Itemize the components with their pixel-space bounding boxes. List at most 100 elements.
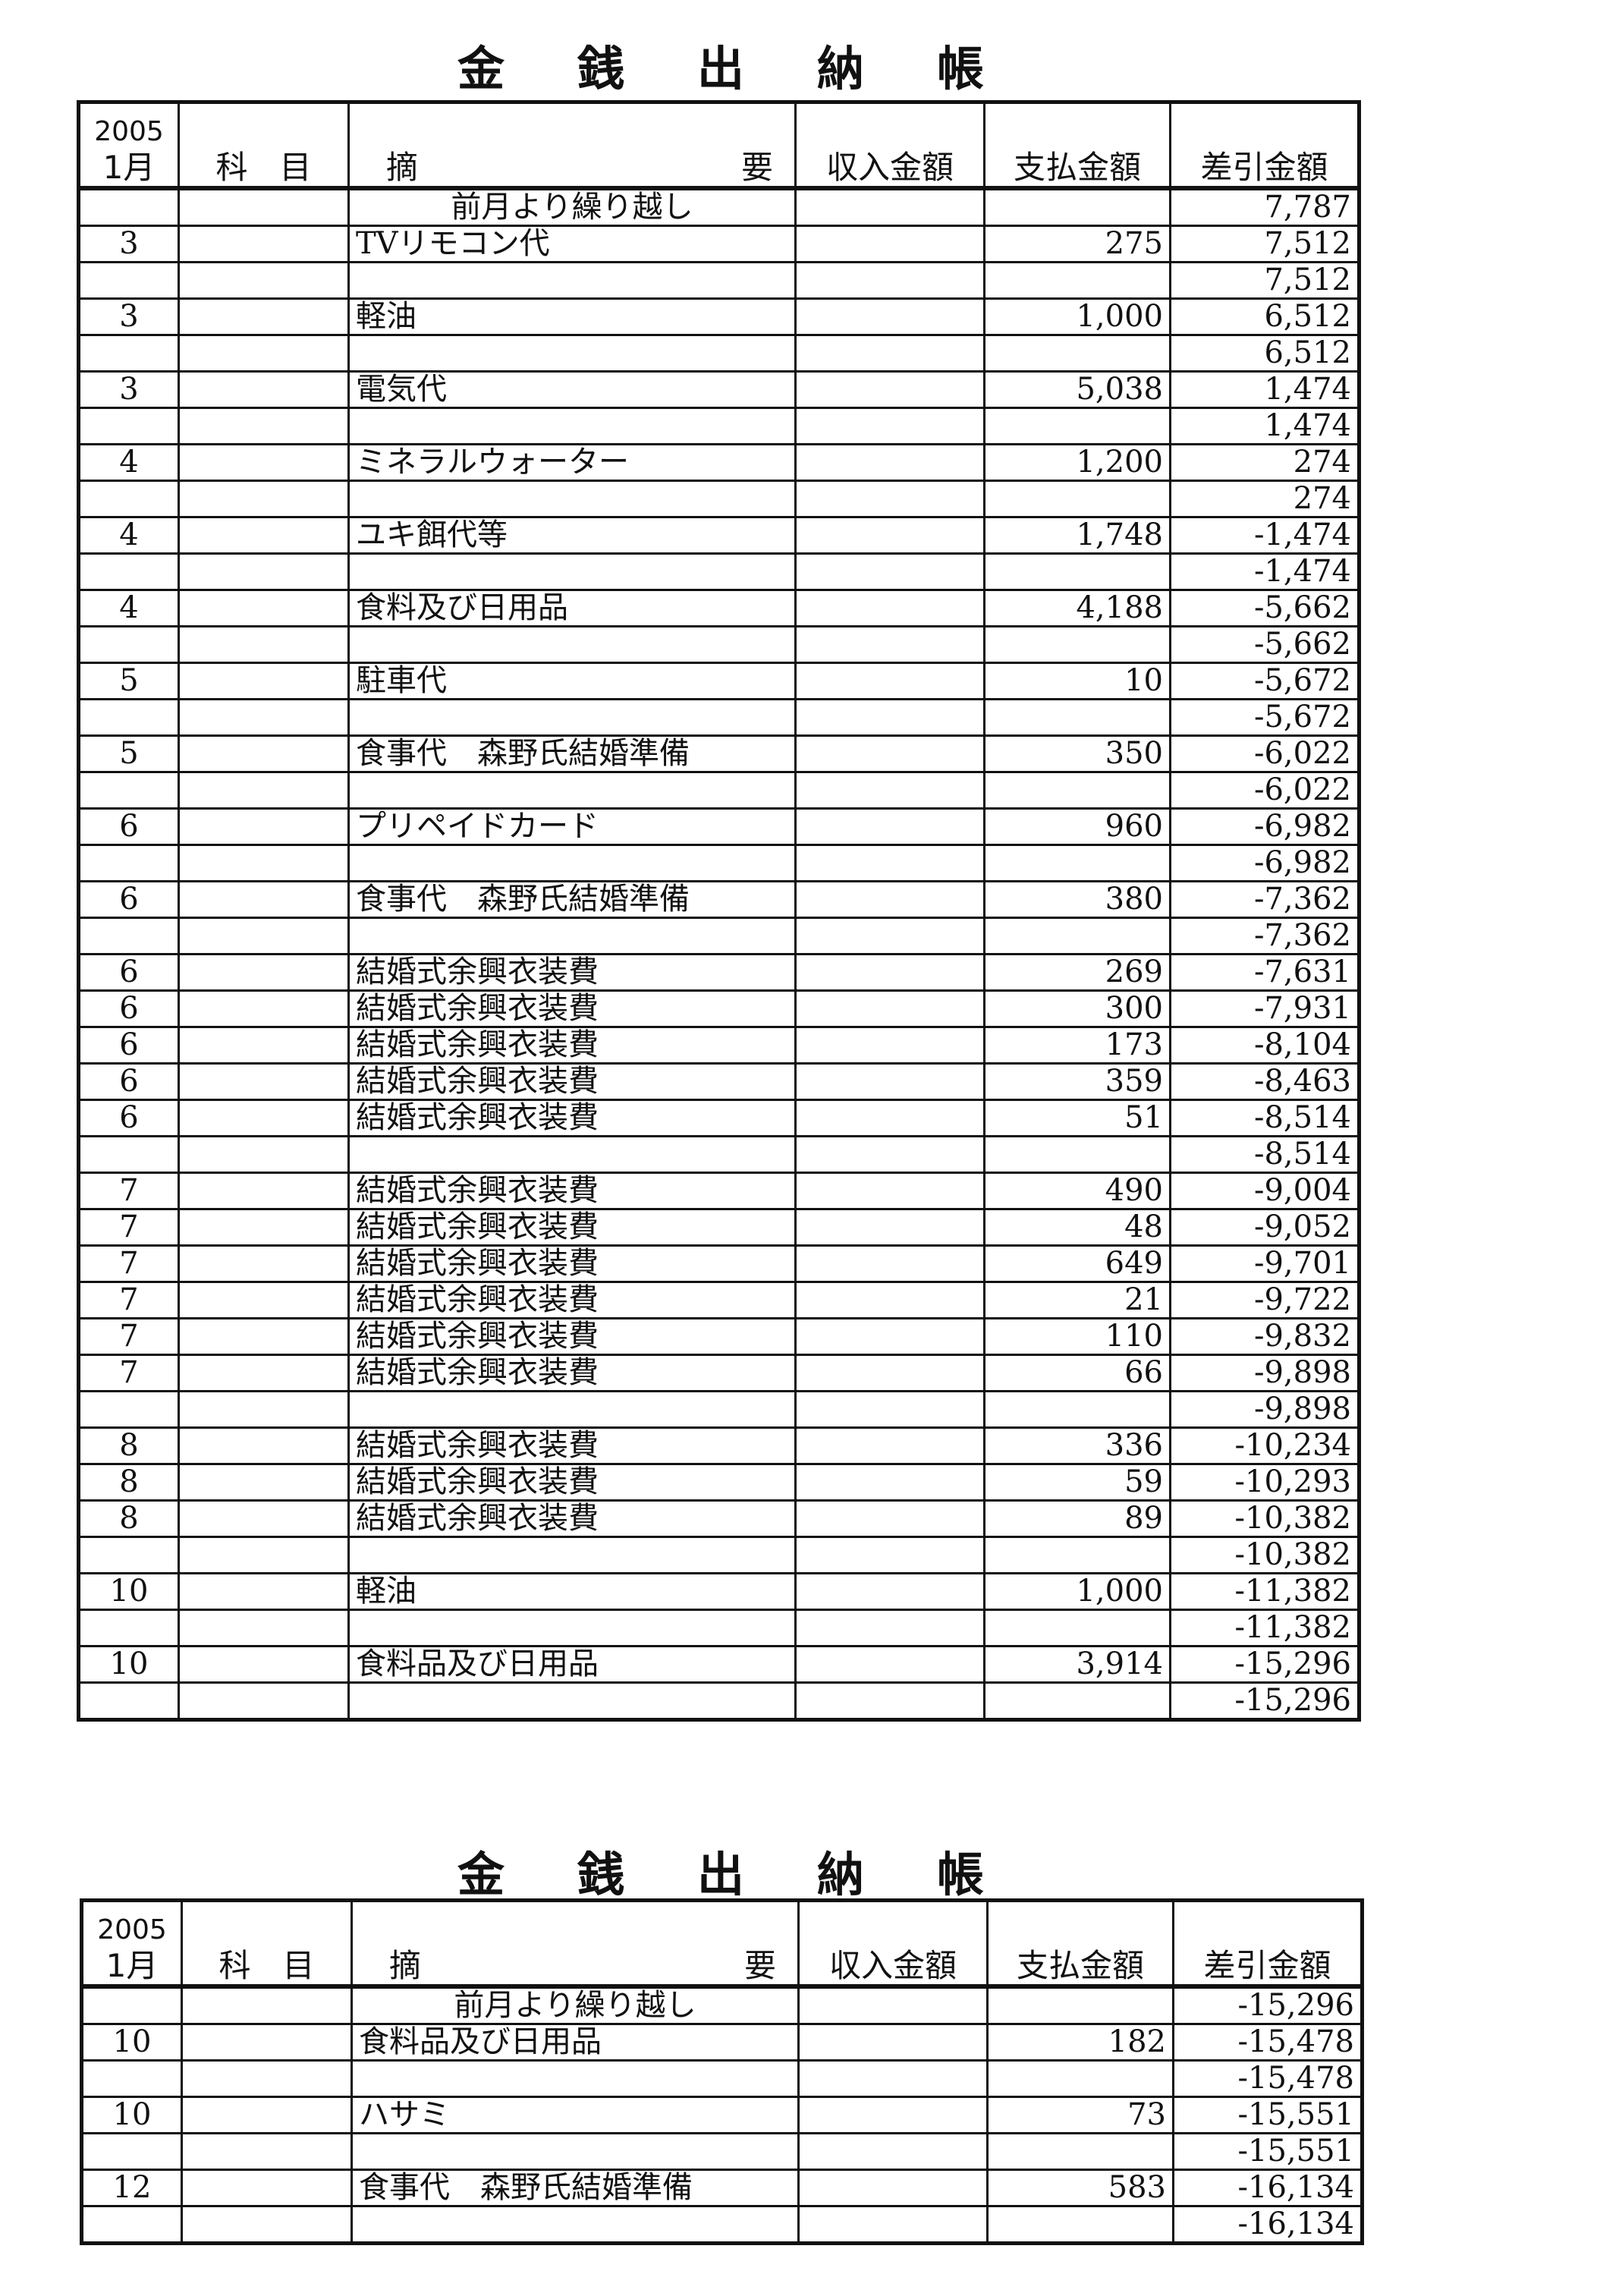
cell-subject <box>181 2205 353 2244</box>
header-balance: 差引金額 <box>1169 101 1360 190</box>
header-payment: 支払金額 <box>986 1899 1174 1989</box>
cell-subject <box>178 1463 350 1502</box>
cell-day <box>77 1135 180 1174</box>
cell-day <box>77 771 180 810</box>
cell-subject <box>178 261 350 300</box>
cell-payment <box>983 1536 1171 1574</box>
cell-subject <box>178 480 350 518</box>
cell-income <box>794 1572 985 1611</box>
cell-balance: -6,982 <box>1169 844 1360 882</box>
cell-balance: 7,512 <box>1169 225 1360 263</box>
cell-payment <box>983 1609 1171 1647</box>
cell-balance: -15,551 <box>1172 2096 1363 2134</box>
cell-payment: 490 <box>983 1172 1171 1210</box>
cell-subject <box>181 2132 353 2171</box>
table-row: 4 食料及び日用品 4,188 -5,662 <box>77 589 1360 627</box>
table-row: 7 結婚式余興衣装費 110 -9,832 <box>77 1317 1360 1356</box>
cell-income <box>797 2023 989 2062</box>
table-row: 4 ミネラルウォーター 1,200 274 <box>77 443 1360 482</box>
cell-income <box>794 1244 985 1283</box>
cell-description <box>347 771 797 810</box>
header-subject: 科 目 <box>178 101 350 190</box>
header-desc-right: 要 <box>740 149 773 186</box>
cell-payment: 300 <box>983 989 1171 1028</box>
header-desc-wrap: 摘要 <box>359 1947 791 1984</box>
cell-income <box>794 1099 985 1137</box>
cell-income <box>794 334 985 373</box>
table-row: -5,672 <box>77 698 1360 737</box>
cell-payment: 649 <box>983 1244 1171 1283</box>
cell-payment <box>983 1390 1171 1429</box>
cell-income <box>794 917 985 955</box>
table-row: 5 駐車代 10 -5,672 <box>77 662 1360 700</box>
cell-subject <box>178 734 350 773</box>
cell-income <box>794 1426 985 1465</box>
header-month: 1月 <box>102 149 156 186</box>
cell-balance: -11,382 <box>1169 1609 1360 1647</box>
cell-balance: -9,832 <box>1169 1317 1360 1356</box>
table-row: 8 結婚式余興衣装費 59 -10,293 <box>77 1463 1360 1502</box>
cell-payment <box>983 334 1171 373</box>
table-row: 6 食事代 森野氏結婚準備 380 -7,362 <box>77 880 1360 919</box>
cell-income <box>794 1172 985 1210</box>
cell-subject <box>178 1572 350 1611</box>
cell-balance: -1,474 <box>1169 516 1360 555</box>
cell-day: 6 <box>77 880 180 919</box>
cell-payment: 21 <box>983 1281 1171 1319</box>
cell-day <box>77 1609 180 1647</box>
cell-payment: 48 <box>983 1208 1171 1247</box>
cell-description <box>347 625 797 664</box>
cell-payment <box>983 917 1171 955</box>
cell-income <box>794 261 985 300</box>
table-row: 12 食事代 森野氏結婚準備 583 -16,134 <box>80 2169 1363 2207</box>
cell-description: 軽油 <box>347 1572 797 1611</box>
cell-income <box>794 771 985 810</box>
cell-day: 7 <box>77 1281 180 1319</box>
cell-income <box>794 225 985 263</box>
cell-description <box>347 698 797 737</box>
header-row: 2005 1月科 目摘要収入金額 支払金額 差引金額 <box>77 101 1360 190</box>
cell-subject <box>178 771 350 810</box>
header-desc-right: 要 <box>743 1947 776 1984</box>
cell-payment: 89 <box>983 1499 1171 1538</box>
table-row: 274 <box>77 480 1360 518</box>
cell-day: 10 <box>80 2023 183 2062</box>
cell-description: 結婚式余興衣装費 <box>347 989 797 1028</box>
cell-payment <box>983 480 1171 518</box>
cell-balance: -7,931 <box>1169 989 1360 1028</box>
cell-balance: -15,478 <box>1172 2059 1363 2098</box>
table-row: -1,474 <box>77 552 1360 591</box>
table-row: 7 結婚式余興衣装費 48 -9,052 <box>77 1208 1360 1247</box>
cell-description <box>347 1390 797 1429</box>
table-row: 7 結婚式余興衣装費 21 -9,722 <box>77 1281 1360 1319</box>
cell-income <box>794 844 985 882</box>
cell-description <box>347 1609 797 1647</box>
cell-payment <box>983 407 1171 445</box>
cell-day: 8 <box>77 1426 180 1465</box>
table-row: -9,898 <box>77 1390 1360 1429</box>
cell-day: 7 <box>77 1244 180 1283</box>
cell-income <box>794 1281 985 1319</box>
cell-income <box>794 1354 985 1392</box>
cell-description: 電気代 <box>347 370 797 409</box>
cell-subject <box>178 589 350 627</box>
cell-income <box>794 1536 985 1574</box>
cell-balance: -11,382 <box>1169 1572 1360 1611</box>
cell-day: 7 <box>77 1317 180 1356</box>
cell-income <box>797 2096 989 2134</box>
cell-day: 7 <box>77 1172 180 1210</box>
cell-balance: -5,662 <box>1169 625 1360 664</box>
cell-description: ミネラルウォーター <box>347 443 797 482</box>
cell-income <box>794 1317 985 1356</box>
cell-description: TVリモコン代 <box>347 225 797 263</box>
table-row: 6 結婚式余興衣装費 51 -8,514 <box>77 1099 1360 1137</box>
cell-day <box>77 187 180 227</box>
cell-balance: -9,722 <box>1169 1281 1360 1319</box>
cell-payment <box>986 2059 1174 2098</box>
cell-payment: 1,000 <box>983 297 1171 336</box>
cell-description: プリペイドカード <box>347 807 797 846</box>
cell-description: 結婚式余興衣装費 <box>347 1281 797 1319</box>
cell-description <box>350 2132 800 2171</box>
cell-description: 結婚式余興衣装費 <box>347 1099 797 1137</box>
cell-subject <box>178 1681 350 1721</box>
